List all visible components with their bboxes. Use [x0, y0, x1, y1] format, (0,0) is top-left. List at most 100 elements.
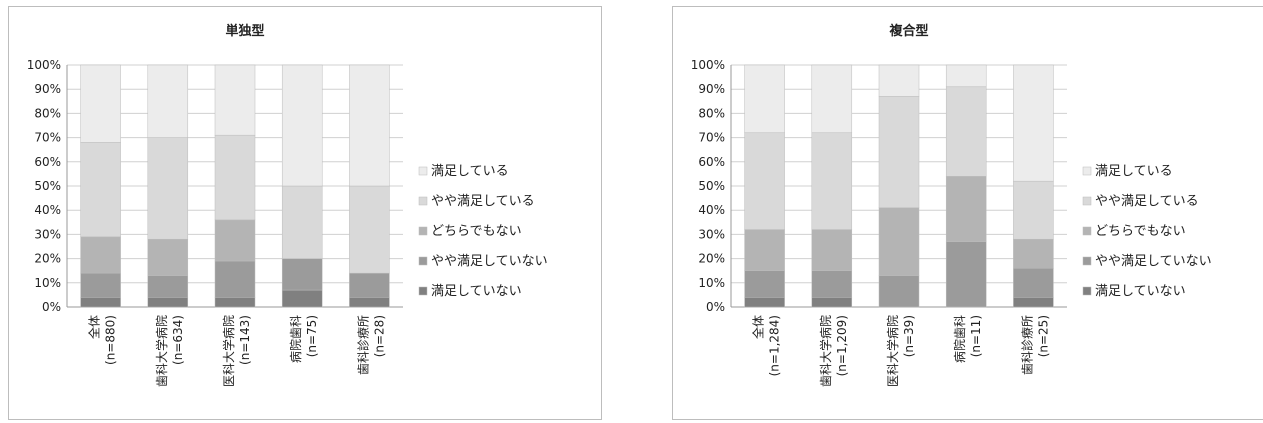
bar-segment: [945, 86, 987, 177]
category-label-group: 歯科診療所 (n=28): [355, 315, 386, 375]
y-tick-label: 10%: [698, 276, 725, 290]
y-tick-label: 30%: [34, 227, 61, 241]
bar-segment: [945, 64, 987, 88]
y-tick-label: 40%: [698, 203, 725, 217]
category-label-group: 病院歯科 (n=75): [288, 315, 319, 363]
legend-label: やや満足している: [431, 194, 535, 209]
bar-segment: [744, 297, 785, 308]
category-n-label: (n=75): [305, 315, 319, 357]
bar-segment: [349, 185, 390, 274]
legend-swatch: [418, 256, 428, 266]
chart-title: 単独型: [225, 23, 264, 39]
bar-segment: [80, 142, 121, 238]
bar-segment: [945, 176, 987, 242]
category-label: 歯科大学病院: [818, 315, 833, 387]
bar-segment: [214, 219, 256, 262]
chart-panel-combined: 複合型 0% 10% 20% 30% 40% 50% 60% 70% 80% 90% 100% 全体 (n…: [672, 6, 1263, 420]
category-label: 病院歯科: [288, 315, 303, 363]
category-label-group: 医科大学病院 (n=143): [221, 315, 252, 387]
category-n-label: (n=25): [1036, 315, 1050, 357]
bar-segment: [744, 132, 785, 230]
bar-segment: [80, 297, 121, 308]
category-n-label: (n=634): [171, 315, 185, 365]
bar-segment: [945, 241, 987, 308]
bar-segment: [878, 275, 920, 308]
bar-segment: [80, 64, 121, 143]
bar-segment: [214, 297, 256, 308]
bar-segment: [147, 137, 189, 240]
y-tick-label: 0%: [42, 300, 61, 314]
y-tick-label: 100%: [27, 58, 61, 72]
legend-swatch: [418, 196, 428, 206]
bar-segment: [811, 270, 853, 298]
bar-segment: [147, 275, 189, 298]
legend-label: やや満足していない: [1095, 254, 1212, 269]
category-label: 医科大学病院: [885, 315, 900, 387]
bar-segment: [281, 258, 323, 291]
bar-segment: [744, 229, 785, 271]
bar-segment: [147, 64, 189, 138]
y-tick-label: 0%: [706, 300, 725, 314]
y-tick-label: 40%: [34, 203, 61, 217]
y-tick-label: 70%: [34, 131, 61, 145]
chart-panel-single: 単独型 0% 10% 20% 30% 40% 50% 60% 70% 80% 90% 100% 全体 (n…: [8, 6, 602, 420]
bar-segment: [214, 134, 256, 221]
y-tick-label: 90%: [698, 82, 725, 96]
category-label: 歯科診療所: [1019, 315, 1034, 375]
bar-segment: [744, 270, 785, 298]
legend-label: 満足していない: [431, 284, 522, 299]
bar-segment: [281, 185, 323, 259]
legend-label: やや満足していない: [431, 254, 548, 269]
category-n-label: (n=880): [104, 315, 118, 365]
legend-swatch: [1082, 226, 1092, 236]
y-tick-label: 60%: [698, 155, 725, 169]
y-tick-label: 90%: [34, 82, 61, 96]
legend-label: どちらでもない: [1095, 224, 1186, 239]
bar-segment: [811, 64, 853, 134]
bar-segment: [349, 64, 390, 187]
category-label: 医科大学病院: [221, 315, 236, 387]
bar-segment: [1013, 64, 1054, 182]
legend-label: どちらでもない: [431, 224, 522, 239]
bar-segment: [1013, 238, 1054, 269]
category-label-group: 医科大学病院 (n=39): [885, 315, 916, 387]
category-label: 歯科診療所: [355, 315, 370, 375]
y-tick-label: 60%: [34, 155, 61, 169]
category-label: 全体: [751, 315, 766, 339]
y-tick-label: 30%: [698, 227, 725, 241]
legend-swatch: [418, 226, 428, 236]
legend-swatch: [418, 286, 428, 296]
y-tick-label: 80%: [698, 106, 725, 120]
y-tick-label: 50%: [698, 179, 725, 193]
y-tick-label: 70%: [698, 131, 725, 145]
bar-segment: [147, 297, 189, 308]
category-n-label: (n=1,284): [768, 315, 782, 376]
legend-swatch: [1082, 286, 1092, 296]
legend-label: 満足している: [1095, 164, 1173, 179]
category-n-label: (n=28): [372, 315, 386, 357]
y-tick-label: 20%: [698, 252, 725, 266]
bar-segment: [744, 64, 785, 134]
bar-segment: [349, 272, 390, 298]
bar-segment: [878, 96, 920, 209]
bar-segment: [1013, 268, 1054, 298]
category-label-group: 病院歯科 (n=11): [952, 315, 983, 363]
bar-segment: [349, 297, 390, 308]
bar-segment: [1013, 297, 1054, 308]
bar-segment: [878, 207, 920, 276]
bar-segment: [281, 289, 323, 308]
legend-label: 満足している: [431, 164, 509, 179]
legend-swatch: [418, 166, 428, 176]
bar-segment: [811, 297, 853, 308]
bar-segment: [1013, 180, 1054, 240]
y-tick-label: 80%: [34, 106, 61, 120]
bar-segment: [80, 236, 121, 274]
y-tick-label: 10%: [34, 276, 61, 290]
bar-segment: [811, 229, 853, 271]
bar-segment: [878, 64, 920, 97]
category-n-label: (n=11): [969, 315, 983, 357]
bar-segment: [147, 238, 189, 276]
category-label-group: 全体 (n=880): [87, 315, 118, 365]
bar-segment: [214, 64, 256, 136]
